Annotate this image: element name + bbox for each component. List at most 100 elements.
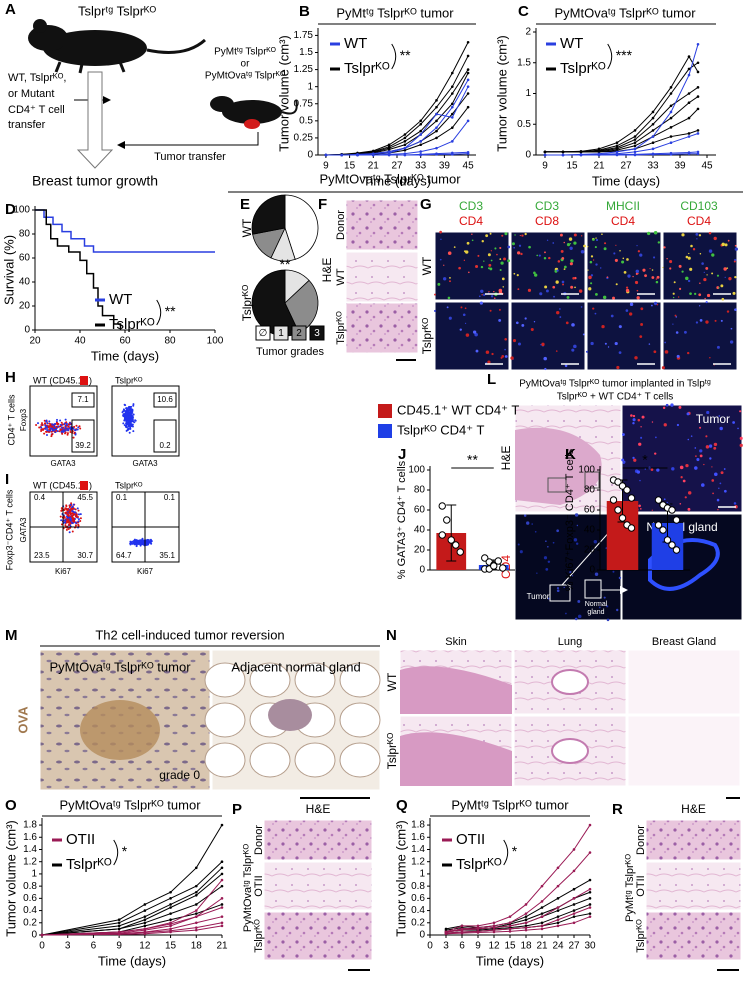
data-point xyxy=(651,110,655,114)
panel-label: E xyxy=(240,196,250,213)
stain-signal xyxy=(615,283,618,286)
data-point xyxy=(194,909,198,912)
legend-swatch xyxy=(291,325,307,341)
label: H&E xyxy=(306,802,331,816)
stain-signal xyxy=(601,233,603,235)
flow-event xyxy=(50,435,53,438)
label: Donor xyxy=(335,210,347,240)
duct xyxy=(268,699,312,731)
x-tick-label: 40 xyxy=(74,336,86,347)
micrograph xyxy=(345,302,419,354)
data-point xyxy=(524,928,528,932)
stain-signal xyxy=(517,543,520,546)
flow-event xyxy=(60,509,63,512)
data-point xyxy=(403,133,407,136)
stain-signal xyxy=(517,288,520,291)
stain-signal xyxy=(636,296,640,300)
stain-signal xyxy=(708,444,713,448)
label: Normal xyxy=(585,601,608,608)
micrograph xyxy=(621,404,743,513)
stain-signal xyxy=(627,274,631,278)
stain-signal xyxy=(511,242,515,246)
data-point xyxy=(143,932,147,936)
data-point xyxy=(651,141,655,144)
data-point xyxy=(194,926,198,929)
legend-swatch xyxy=(378,404,392,418)
y-tick-label: 0 xyxy=(307,150,313,161)
data-point xyxy=(403,146,407,150)
stain-signal xyxy=(663,423,667,427)
data-point xyxy=(609,496,618,504)
stain-signal xyxy=(557,260,561,263)
stain-signal xyxy=(621,458,625,462)
stain-signal xyxy=(536,254,539,257)
stain-signal xyxy=(726,310,730,313)
stain-signal xyxy=(498,308,501,311)
data-point xyxy=(435,126,438,129)
stain-signal xyxy=(563,241,566,244)
series-line xyxy=(41,867,223,936)
stain-signal xyxy=(614,341,618,346)
stain-signal xyxy=(573,233,577,237)
stain-signal xyxy=(606,605,609,608)
stain-signal xyxy=(698,293,702,297)
flow-event xyxy=(64,418,67,421)
x-tick-label: 0 xyxy=(39,941,45,952)
data-point xyxy=(499,564,507,572)
stain-signal xyxy=(607,346,610,348)
stain-signal xyxy=(570,259,574,263)
gate xyxy=(153,419,177,453)
stain-signal xyxy=(687,491,692,495)
stain-signal xyxy=(485,234,489,238)
flow-event xyxy=(35,424,38,427)
data-point xyxy=(194,866,198,870)
micrograph xyxy=(263,861,373,911)
stain-signal xyxy=(524,232,527,236)
series-line xyxy=(445,879,591,930)
stain-signal xyxy=(447,296,451,300)
stain-signal xyxy=(656,468,660,472)
data-point xyxy=(403,140,407,143)
label: Foxp3 xyxy=(19,408,28,431)
stain-signal xyxy=(634,356,638,360)
stain-signal xyxy=(592,238,594,240)
stain-signal xyxy=(538,254,541,257)
flow-event xyxy=(47,426,50,429)
label: or Mutant xyxy=(8,88,54,100)
data-point xyxy=(169,890,172,894)
flow-event xyxy=(41,424,44,427)
flow-event xyxy=(44,427,47,430)
chart-title: PyMtᵗᵍ Tslprᴷᴼ tumor xyxy=(451,797,569,812)
legend-label: Tslprᴷᴼ CD4⁺ T xyxy=(397,422,484,437)
stain-signal xyxy=(713,446,717,450)
stain-signal xyxy=(657,241,661,244)
data-point xyxy=(597,150,601,154)
error-bar xyxy=(446,504,457,562)
stain-signal xyxy=(727,239,730,242)
flow-event xyxy=(63,509,66,512)
data-point xyxy=(615,144,619,148)
label: CD3 xyxy=(459,199,483,213)
legend-label: Tslprᴷᴼ xyxy=(344,60,390,77)
stain-signal xyxy=(580,249,585,254)
label: Tslprᴷᴼ xyxy=(240,285,254,322)
data-point xyxy=(169,930,172,934)
stain-signal xyxy=(575,542,579,545)
x-axis-label: Tumor grades xyxy=(256,346,325,358)
flow-event xyxy=(136,540,139,543)
flow-event xyxy=(37,422,40,425)
flow-event xyxy=(48,420,51,423)
y-tick-label: 0.6 xyxy=(23,893,37,904)
data-point xyxy=(466,105,470,109)
stain-signal xyxy=(524,317,527,320)
stain-signal xyxy=(723,468,726,470)
adipocyte xyxy=(204,742,246,778)
panel-label: B xyxy=(299,3,310,20)
flow-event xyxy=(73,511,76,514)
data-point xyxy=(419,133,423,136)
stain-signal xyxy=(606,276,609,278)
label: 64.7 xyxy=(116,551,132,560)
label: Tumor transfer xyxy=(154,151,226,163)
stain-signal xyxy=(510,356,514,360)
stain-signal xyxy=(666,501,669,504)
